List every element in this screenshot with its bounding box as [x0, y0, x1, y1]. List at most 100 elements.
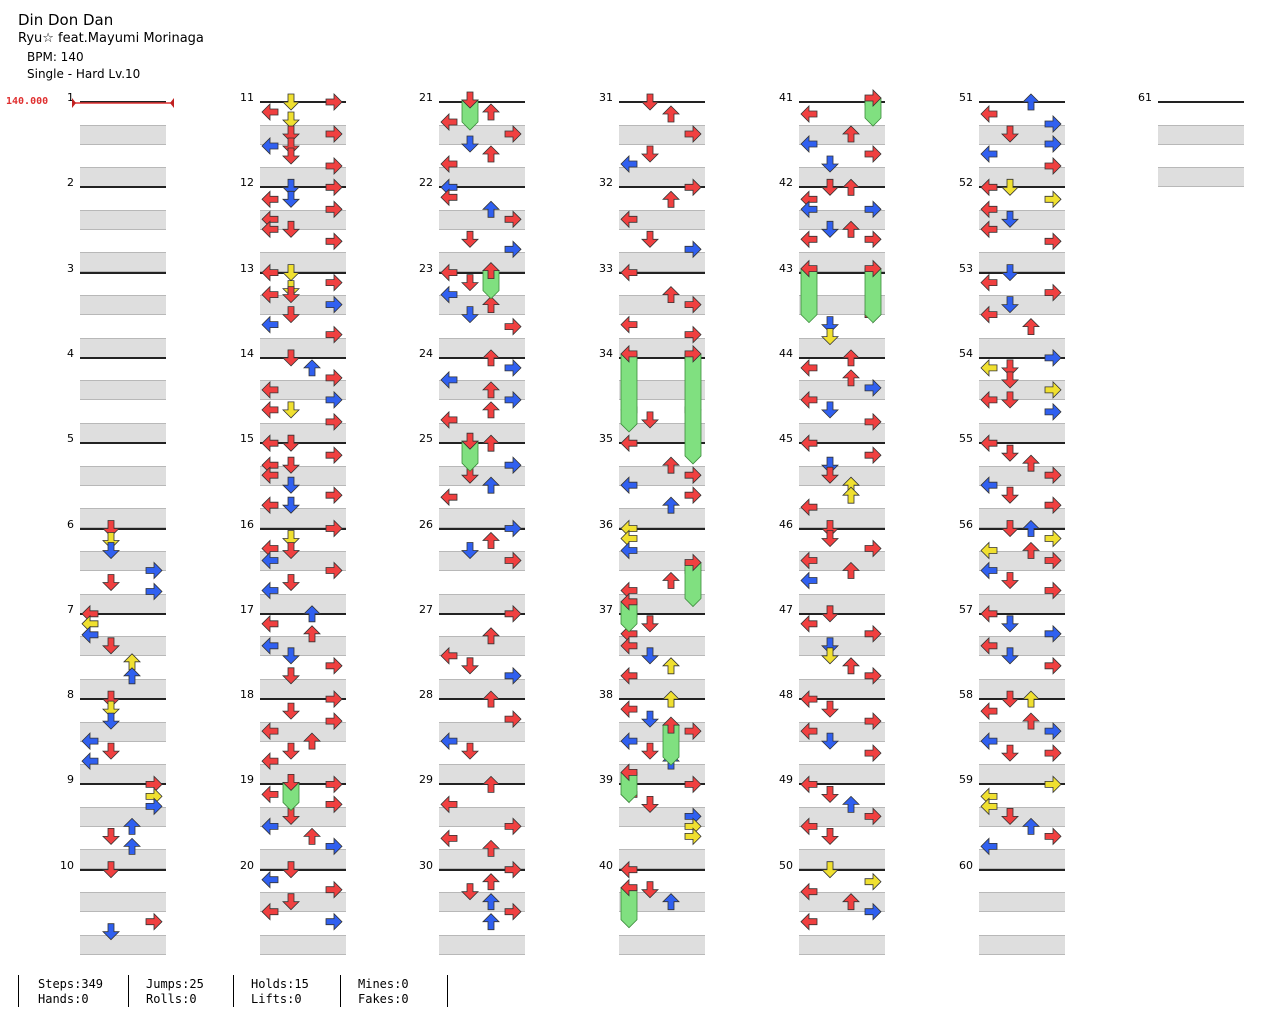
left-arrow-icon	[621, 638, 637, 654]
down-arrow-icon	[1002, 745, 1018, 761]
right-arrow-icon	[685, 828, 701, 844]
down-arrow-icon	[642, 711, 658, 727]
down-arrow-icon	[1002, 265, 1018, 281]
down-arrow-icon	[283, 457, 299, 473]
down-arrow-icon	[283, 350, 299, 366]
right-arrow-icon	[326, 713, 342, 729]
stat-mines: Mines:0	[358, 977, 409, 992]
left-arrow-icon	[981, 360, 997, 376]
right-arrow-icon	[505, 360, 521, 376]
down-arrow-icon	[283, 221, 299, 237]
up-arrow-icon	[483, 201, 499, 217]
up-arrow-icon	[663, 287, 679, 303]
left-arrow-icon	[981, 179, 997, 195]
up-arrow-icon	[1023, 543, 1039, 559]
down-arrow-icon	[822, 701, 838, 717]
down-arrow-icon	[462, 658, 478, 674]
right-arrow-icon	[505, 862, 521, 878]
down-arrow-icon	[283, 894, 299, 910]
left-arrow-icon	[621, 265, 637, 281]
down-arrow-icon	[1002, 521, 1018, 537]
right-arrow-icon	[865, 447, 881, 463]
left-arrow-icon	[981, 703, 997, 719]
right-arrow-icon	[685, 327, 701, 343]
right-arrow-icon	[685, 179, 701, 195]
down-arrow-icon	[1002, 179, 1018, 195]
left-arrow-icon	[82, 627, 98, 643]
left-arrow-icon	[441, 189, 457, 205]
left-arrow-icon	[981, 563, 997, 579]
down-arrow-icon	[822, 733, 838, 749]
down-arrow-icon	[283, 743, 299, 759]
down-arrow-icon	[462, 307, 478, 323]
up-arrow-icon	[483, 533, 499, 549]
right-arrow-icon	[1045, 531, 1061, 547]
right-arrow-icon	[1045, 404, 1061, 420]
left-arrow-icon	[981, 798, 997, 814]
right-arrow-icon	[326, 94, 342, 110]
right-arrow-icon	[865, 414, 881, 430]
left-arrow-icon	[801, 231, 817, 247]
up-arrow-icon	[483, 691, 499, 707]
up-arrow-icon	[843, 487, 859, 503]
right-arrow-icon	[1045, 776, 1061, 792]
left-arrow-icon	[441, 114, 457, 130]
down-arrow-icon	[103, 924, 119, 940]
right-arrow-icon	[685, 467, 701, 483]
down-arrow-icon	[1002, 691, 1018, 707]
up-arrow-icon	[483, 628, 499, 644]
up-arrow-icon	[124, 818, 140, 834]
up-arrow-icon	[663, 658, 679, 674]
left-arrow-icon	[441, 265, 457, 281]
up-arrow-icon	[843, 563, 859, 579]
right-arrow-icon	[1045, 583, 1061, 599]
left-arrow-icon	[981, 638, 997, 654]
up-arrow-icon	[483, 104, 499, 120]
right-arrow-icon	[505, 126, 521, 142]
right-arrow-icon	[326, 796, 342, 812]
left-arrow-icon	[981, 392, 997, 408]
down-arrow-icon	[103, 862, 119, 878]
down-arrow-icon	[822, 402, 838, 418]
left-arrow-icon	[441, 648, 457, 664]
down-arrow-icon	[822, 531, 838, 547]
down-arrow-icon	[822, 648, 838, 664]
right-arrow-icon	[326, 370, 342, 386]
down-arrow-icon	[283, 648, 299, 664]
down-arrow-icon	[1002, 808, 1018, 824]
right-arrow-icon	[505, 241, 521, 257]
left-arrow-icon	[801, 201, 817, 217]
up-arrow-icon	[843, 179, 859, 195]
left-arrow-icon	[621, 317, 637, 333]
left-arrow-icon	[262, 435, 278, 451]
right-arrow-icon	[326, 233, 342, 249]
right-arrow-icon	[505, 668, 521, 684]
left-arrow-icon	[441, 733, 457, 749]
right-arrow-icon	[326, 158, 342, 174]
right-arrow-icon	[146, 914, 162, 930]
up-arrow-icon	[1023, 713, 1039, 729]
left-arrow-icon	[621, 477, 637, 493]
left-arrow-icon	[981, 221, 997, 237]
left-arrow-icon	[981, 477, 997, 493]
down-arrow-icon	[103, 828, 119, 844]
left-arrow-icon	[441, 156, 457, 172]
up-arrow-icon	[124, 838, 140, 854]
left-arrow-icon	[621, 668, 637, 684]
right-arrow-icon	[326, 275, 342, 291]
up-arrow-icon	[843, 796, 859, 812]
right-arrow-icon	[865, 626, 881, 642]
right-arrow-icon	[326, 521, 342, 537]
down-arrow-icon	[1002, 392, 1018, 408]
down-arrow-icon	[283, 112, 299, 128]
up-arrow-icon	[843, 658, 859, 674]
left-arrow-icon	[621, 701, 637, 717]
down-arrow-icon	[283, 265, 299, 281]
down-arrow-icon	[283, 148, 299, 164]
left-arrow-icon	[82, 733, 98, 749]
down-arrow-icon	[462, 275, 478, 291]
left-arrow-icon	[801, 691, 817, 707]
left-arrow-icon	[262, 723, 278, 739]
up-arrow-icon	[304, 360, 320, 376]
right-arrow-icon	[865, 745, 881, 761]
